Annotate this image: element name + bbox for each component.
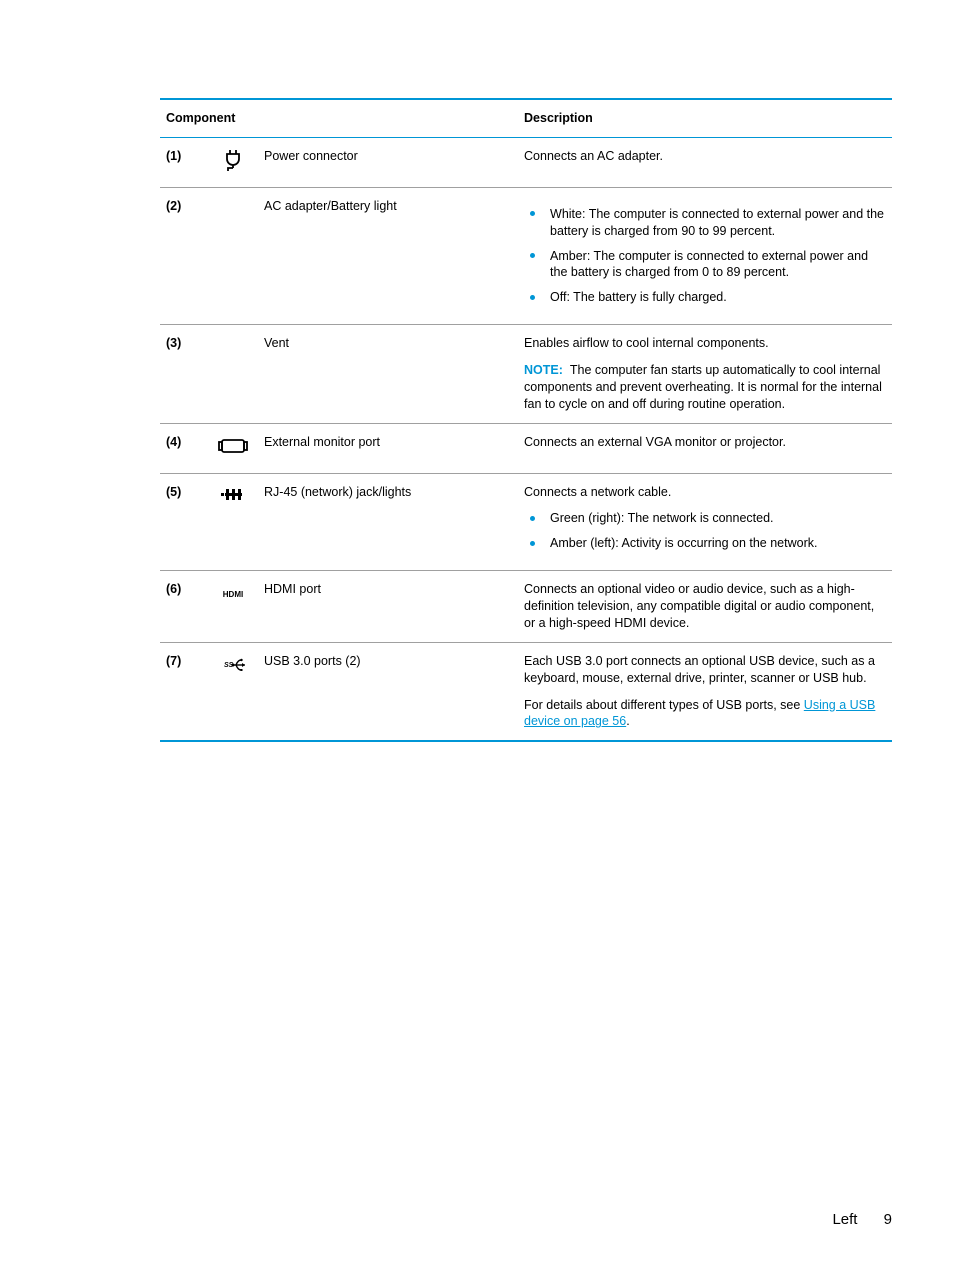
hdmi-icon: HDMI [208, 571, 258, 643]
footer-page-number: 9 [884, 1211, 892, 1228]
component-name: Vent [258, 325, 518, 424]
bullet-item: White: The computer is connected to exte… [524, 206, 886, 240]
table-row: (2) AC adapter/Battery light White: The … [160, 187, 892, 324]
bullet-item: Amber (left): Activity is occurring on t… [524, 535, 886, 552]
bullet-item: Green (right): The network is connected. [524, 510, 886, 527]
table-row: (4) External monitor port Connects an ex… [160, 423, 892, 473]
component-description: Connects a network cable. Green (right):… [518, 473, 892, 571]
table-row: (5) RJ-45 (network) jack/lights Connects… [160, 473, 892, 571]
bullet-item: Off: The battery is fully charged. [524, 289, 886, 306]
description-bullets: Green (right): The network is connected.… [524, 510, 886, 552]
component-name: Power connector [258, 137, 518, 187]
component-description: Connects an AC adapter. [518, 137, 892, 187]
row-number: (7) [160, 642, 208, 741]
component-name: HDMI port [258, 571, 518, 643]
rj45-icon [208, 473, 258, 571]
table-row: (7) SS USB 3.0 ports (2) Each USB 3.0 po… [160, 642, 892, 741]
description-bullets: White: The computer is connected to exte… [524, 206, 886, 306]
component-description: Each USB 3.0 port connects an optional U… [518, 642, 892, 741]
component-description: Connects an optional video or audio devi… [518, 571, 892, 643]
table-header-row: Component Description [160, 99, 892, 137]
components-table: Component Description (1) Power connecto… [160, 98, 892, 742]
component-name: USB 3.0 ports (2) [258, 642, 518, 741]
note-text: The computer fan starts up automatically… [524, 363, 882, 411]
row-number: (5) [160, 473, 208, 571]
table-row: (1) Power connector Connects an AC adapt… [160, 137, 892, 187]
footer-section: Left [832, 1211, 857, 1228]
component-description: Connects an external VGA monitor or proj… [518, 423, 892, 473]
header-component: Component [160, 99, 518, 137]
table-row: (6) HDMI HDMI port Connects an optional … [160, 571, 892, 643]
bullet-item: Amber: The computer is connected to exte… [524, 248, 886, 282]
row-number: (4) [160, 423, 208, 473]
row-number: (6) [160, 571, 208, 643]
document-page: Component Description (1) Power connecto… [0, 0, 954, 1270]
table-row: (3) Vent Enables airflow to cool interna… [160, 325, 892, 424]
page-footer: Left 9 [832, 1210, 892, 1230]
component-name: RJ-45 (network) jack/lights [258, 473, 518, 571]
note-label: NOTE: [524, 363, 563, 377]
svg-text:HDMI: HDMI [223, 590, 243, 599]
row-number: (3) [160, 325, 208, 424]
row-number: (1) [160, 137, 208, 187]
header-description: Description [518, 99, 892, 137]
component-description: Enables airflow to cool internal compone… [518, 325, 892, 424]
component-description: White: The computer is connected to exte… [518, 187, 892, 324]
usb3-icon: SS [208, 642, 258, 741]
external-monitor-icon [208, 423, 258, 473]
component-name: External monitor port [258, 423, 518, 473]
power-connector-icon [208, 137, 258, 187]
row-number: (2) [160, 187, 208, 324]
component-name: AC adapter/Battery light [258, 187, 518, 324]
